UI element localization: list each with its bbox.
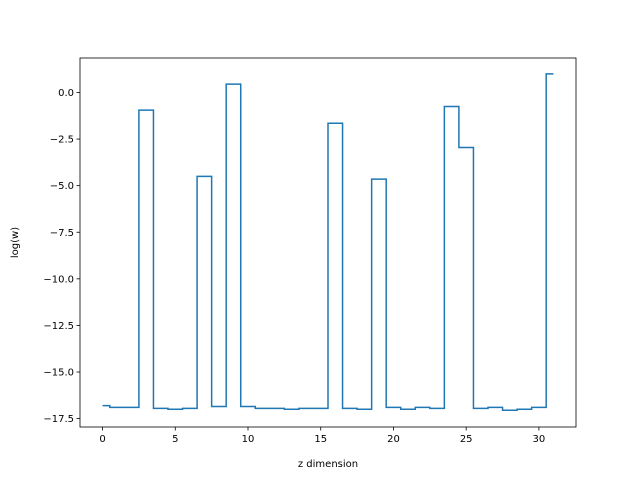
x-tick-label: 25 bbox=[460, 434, 473, 445]
y-tick-label: −12.5 bbox=[43, 321, 74, 332]
x-axis: 0 5 10 15 20 25 30 bbox=[99, 427, 545, 445]
y-tick-label: −2.5 bbox=[50, 135, 74, 146]
y-tick-label: −15.0 bbox=[43, 368, 74, 379]
y-axis-label: log(w) bbox=[10, 227, 21, 258]
y-tick-label: −7.5 bbox=[50, 228, 74, 239]
x-tick-label: 5 bbox=[172, 434, 178, 445]
x-axis-label: z dimension bbox=[298, 459, 358, 470]
y-tick-label: −10.0 bbox=[43, 274, 74, 285]
x-tick-label: 15 bbox=[314, 434, 327, 445]
x-tick-label: 30 bbox=[533, 434, 546, 445]
y-axis: 0.0 −2.5 −5.0 −7.5 −10.0 −12.5 −15.0 −17.5 bbox=[43, 88, 80, 425]
y-tick-label: 0.0 bbox=[58, 88, 74, 99]
axes-frame bbox=[79, 57, 577, 428]
y-tick-label: −17.5 bbox=[43, 414, 74, 425]
x-tick-label: 20 bbox=[387, 434, 400, 445]
plot-area bbox=[102, 73, 554, 411]
x-tick-label: 0 bbox=[99, 434, 105, 445]
y-tick-label: −5.0 bbox=[50, 181, 74, 192]
x-tick-label: 10 bbox=[242, 434, 255, 445]
series-line-0 bbox=[102, 73, 554, 411]
